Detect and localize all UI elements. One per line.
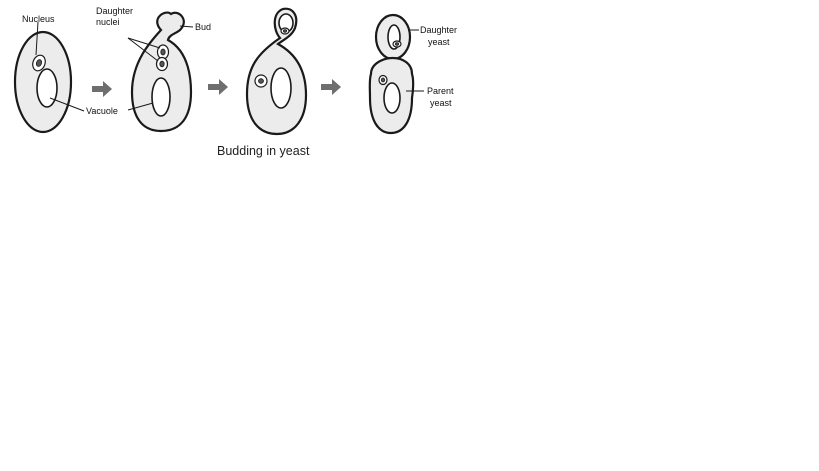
- label-vacuole: Vacuole: [86, 106, 118, 116]
- stage-4-daughter-yeast: [374, 13, 419, 61]
- stage-1-yeast-cell: [13, 21, 85, 134]
- stage-3-vacuole: [270, 67, 292, 109]
- label-daughter-yeast-line1: Daughter: [420, 25, 457, 35]
- arrow-2: [208, 79, 228, 95]
- label-bud: Bud: [195, 22, 211, 32]
- label-daughter-nuclei-line2: nuclei: [96, 17, 120, 27]
- stage-1-vacuole: [36, 68, 58, 108]
- diagram-caption: Budding in yeast: [217, 144, 310, 158]
- stage-4-parent-vacuole: [383, 82, 401, 114]
- label-daughter-nuclei-line1: Daughter: [96, 6, 133, 16]
- stage-4-parent-yeast: [368, 56, 424, 135]
- stage-2-vacuole: [151, 77, 171, 117]
- label-nucleus: Nucleus: [22, 14, 55, 24]
- label-parent-yeast-line2: yeast: [430, 98, 452, 108]
- label-parent-yeast-line1: Parent: [427, 86, 454, 96]
- stage-3-budding-cell: [245, 7, 308, 136]
- stage-2-budding-cell: [127, 11, 194, 133]
- arrow-3: [321, 79, 341, 95]
- arrow-1: [92, 81, 112, 97]
- label-daughter-yeast-line2: yeast: [428, 37, 450, 47]
